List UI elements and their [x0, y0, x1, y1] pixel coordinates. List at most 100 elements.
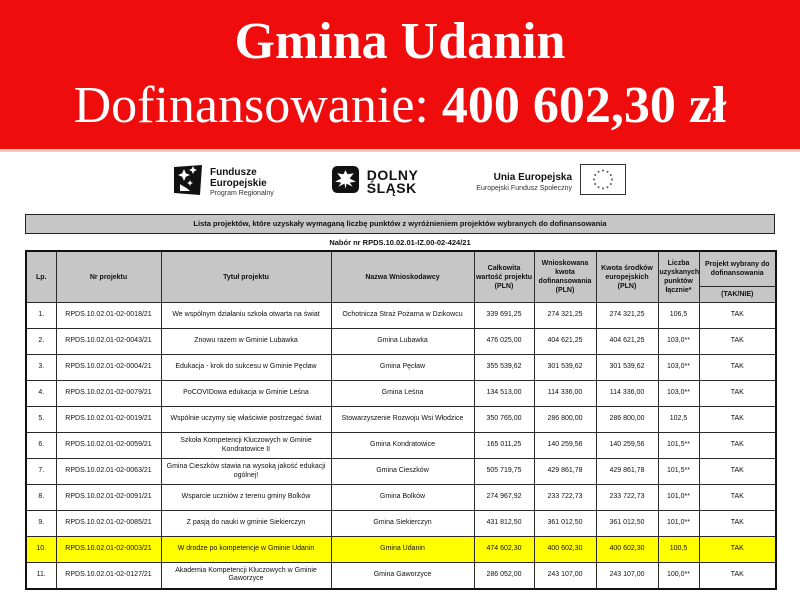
- cell-wybrany: TAK: [698, 562, 777, 589]
- cell-punkty: 103,0**: [657, 380, 700, 407]
- cell-kwota-srodkow: 400 602,30: [595, 536, 659, 563]
- cell-wnioskowana: 286 800,00: [533, 406, 597, 433]
- cell-wnioskowana: 243 107,00: [533, 562, 597, 589]
- cell-punkty: 102,5: [657, 406, 700, 433]
- cell-punkty: 101,5**: [657, 458, 700, 485]
- col-header-wybrany-label: Projekt wybrany do dofinansowania: [704, 261, 770, 277]
- cell-calkowita: 274 967,92: [473, 484, 535, 511]
- cell-calkowita: 134 513,00: [473, 380, 535, 407]
- cell-wybrany: TAK: [698, 458, 777, 485]
- cell-nazwa: Gmina Kondratowice: [330, 432, 475, 459]
- cell-kwota-srodkow: 429 861,78: [595, 458, 659, 485]
- col-header-kwota-srodkow: Kwota środków europejskich (PLN): [595, 250, 659, 303]
- table-row: 5. RPDS.10.02.01-02-0019/21 Wspólnie ucz…: [25, 406, 777, 433]
- cell-punkty: 101,0**: [657, 484, 700, 511]
- logo-fundusze-europejskie: Fundusze Europejskie Program Regionalny: [173, 164, 274, 200]
- logo-dolny-slask: DOLNY ŚLĄSK: [331, 166, 419, 198]
- cell-punkty: 106,5: [657, 302, 700, 329]
- cell-punkty: 101,0**: [657, 510, 700, 537]
- unia-line2: Europejski Fundusz Społeczny: [476, 184, 573, 192]
- cell-wybrany: TAK: [698, 328, 777, 355]
- table-row: 10. RPDS.10.02.01-02-0003/21 W drodze po…: [25, 536, 777, 563]
- cell-lp: 3.: [25, 354, 57, 381]
- fundusze-europejskie-flag-icon: [173, 164, 202, 200]
- cell-nr-projektu: RPDS.10.02.01-02-0085/21: [55, 510, 162, 537]
- cell-wybrany: TAK: [698, 380, 777, 407]
- banner-title: Gmina Udanin: [234, 13, 566, 70]
- cell-punkty: 103,0**: [657, 328, 700, 355]
- cell-wnioskowana: 429 861,78: [533, 458, 597, 485]
- cell-wnioskowana: 404 621,25: [533, 328, 597, 355]
- col-header-lp: Lp.: [25, 250, 57, 303]
- col-header-wnioskowana: Wnioskowana kwota dofinansowania (PLN): [533, 250, 597, 303]
- projects-section: Lista projektów, które uzyskały wymaganą…: [25, 214, 777, 590]
- cell-tytul: Z pasją do nauki w gminie Siekierczyn: [160, 510, 332, 537]
- unia-line1: Unia Europejska: [493, 171, 573, 183]
- table-row: 6. RPDS.10.02.01-02-0059/21 Szkoła Kompe…: [25, 432, 777, 459]
- logo-unia-europejska: Unia Europejska Europejski Fundusz Społe…: [476, 164, 627, 200]
- cell-lp: 9.: [25, 510, 57, 537]
- cell-wybrany: TAK: [698, 484, 777, 511]
- logo-strip: Fundusze Europejskie Program Regionalny …: [0, 156, 800, 208]
- cell-kwota-srodkow: 140 259,56: [595, 432, 659, 459]
- table-row: 8. RPDS.10.02.01-02-0091/21 Wsparcie ucz…: [25, 484, 777, 511]
- cell-tytul: Edukacja - krok do sukcesu w Gminie Pęcł…: [160, 354, 332, 381]
- cell-kwota-srodkow: 286 800,00: [595, 406, 659, 433]
- cell-nr-projektu: RPDS.10.02.01-02-0019/21: [55, 406, 162, 433]
- cell-tytul: Gmina Cieszków stawia na wysoką jakość e…: [160, 458, 332, 485]
- cell-tytul: PoCOVIDowa edukacja w Gminie Leśna: [160, 380, 332, 407]
- table-row: 11. RPDS.10.02.01-02-0127/21 Akademia Ko…: [25, 562, 777, 589]
- cell-nr-projektu: RPDS.10.02.01-02-0063/21: [55, 458, 162, 485]
- cell-kwota-srodkow: 404 621,25: [595, 328, 659, 355]
- cell-lp: 1.: [25, 302, 57, 329]
- cell-kwota-srodkow: 114 336,00: [595, 380, 659, 407]
- table-body: 1. RPDS.10.02.01-02-0018/21 We wspólnym …: [25, 302, 777, 589]
- cell-lp: 11.: [25, 562, 57, 589]
- cell-wnioskowana: 114 336,00: [533, 380, 597, 407]
- cell-calkowita: 431 812,50: [473, 510, 535, 537]
- cell-wnioskowana: 301 539,62: [533, 354, 597, 381]
- col-header-calkowita: Całkowita wartość projektu (PLN): [473, 250, 535, 303]
- fundusze-line1: Fundusze: [209, 166, 257, 178]
- cell-calkowita: 505 719,75: [473, 458, 535, 485]
- col-header-wybrany: Projekt wybrany do dofinansowania (TAK/N…: [698, 250, 777, 303]
- cell-tytul: Znowu razem w Gminie Lubawka: [160, 328, 332, 355]
- banner-subtitle-label: Dofinansowanie:: [73, 77, 442, 134]
- col-header-tak-nie: (TAK/NIE): [700, 286, 775, 302]
- header-row: Lp. Nr projektu Tytuł projektu Nazwa Wni…: [25, 250, 777, 303]
- cell-lp: 10.: [25, 536, 57, 563]
- cell-nazwa: Gmina Pęcław: [330, 354, 475, 381]
- cell-kwota-srodkow: 243 107,00: [595, 562, 659, 589]
- table-row: 1. RPDS.10.02.01-02-0018/21 We wspólnym …: [25, 302, 777, 329]
- cell-calkowita: 350 765,00: [473, 406, 535, 433]
- cell-wnioskowana: 233 722,73: [533, 484, 597, 511]
- table-subtitle: Nabór nr RPDS.10.02.01-IZ.00-02-424/21: [329, 238, 471, 247]
- cell-nr-projektu: RPDS.10.02.01-02-0004/21: [55, 354, 162, 381]
- cell-nr-projektu: RPDS.10.02.01-02-0091/21: [55, 484, 162, 511]
- table-row: 2. RPDS.10.02.01-02-0043/21 Znowu razem …: [25, 328, 777, 355]
- fundusze-europejskie-label: Fundusze Europejskie Program Regionalny: [210, 167, 274, 198]
- cell-nazwa: Gmina Bolków: [330, 484, 475, 511]
- cell-calkowita: 355 539,62: [473, 354, 535, 381]
- cell-nr-projektu: RPDS.10.02.01-02-0059/21: [55, 432, 162, 459]
- dolny-slask-crest-icon: [331, 166, 359, 198]
- cell-calkowita: 165 011,25: [473, 432, 535, 459]
- cell-lp: 2.: [25, 328, 57, 355]
- unia-europejska-label: Unia Europejska Europejski Fundusz Społe…: [476, 172, 572, 193]
- cell-wnioskowana: 400 602,30: [533, 536, 597, 563]
- cell-lp: 4.: [25, 380, 57, 407]
- cell-punkty: 100,0**: [657, 562, 700, 589]
- eu-flag-icon: [580, 164, 627, 200]
- cell-nazwa: Gmina Cieszków: [330, 458, 475, 485]
- cell-kwota-srodkow: 233 722,73: [595, 484, 659, 511]
- cell-nazwa: Gmina Leśna: [330, 380, 475, 407]
- cell-wybrany: TAK: [698, 302, 777, 329]
- table-row: 7. RPDS.10.02.01-02-0063/21 Gmina Cieszk…: [25, 458, 777, 485]
- cell-tytul: Wsparcie uczniów z terenu gminy Bolków: [160, 484, 332, 511]
- projects-table: Lp. Nr projektu Tytuł projektu Nazwa Wni…: [25, 250, 777, 590]
- cell-wybrany: TAK: [698, 354, 777, 381]
- cell-lp: 5.: [25, 406, 57, 433]
- cell-calkowita: 286 052,00: [473, 562, 535, 589]
- cell-calkowita: 339 691,25: [473, 302, 535, 329]
- cell-wnioskowana: 274 321,25: [533, 302, 597, 329]
